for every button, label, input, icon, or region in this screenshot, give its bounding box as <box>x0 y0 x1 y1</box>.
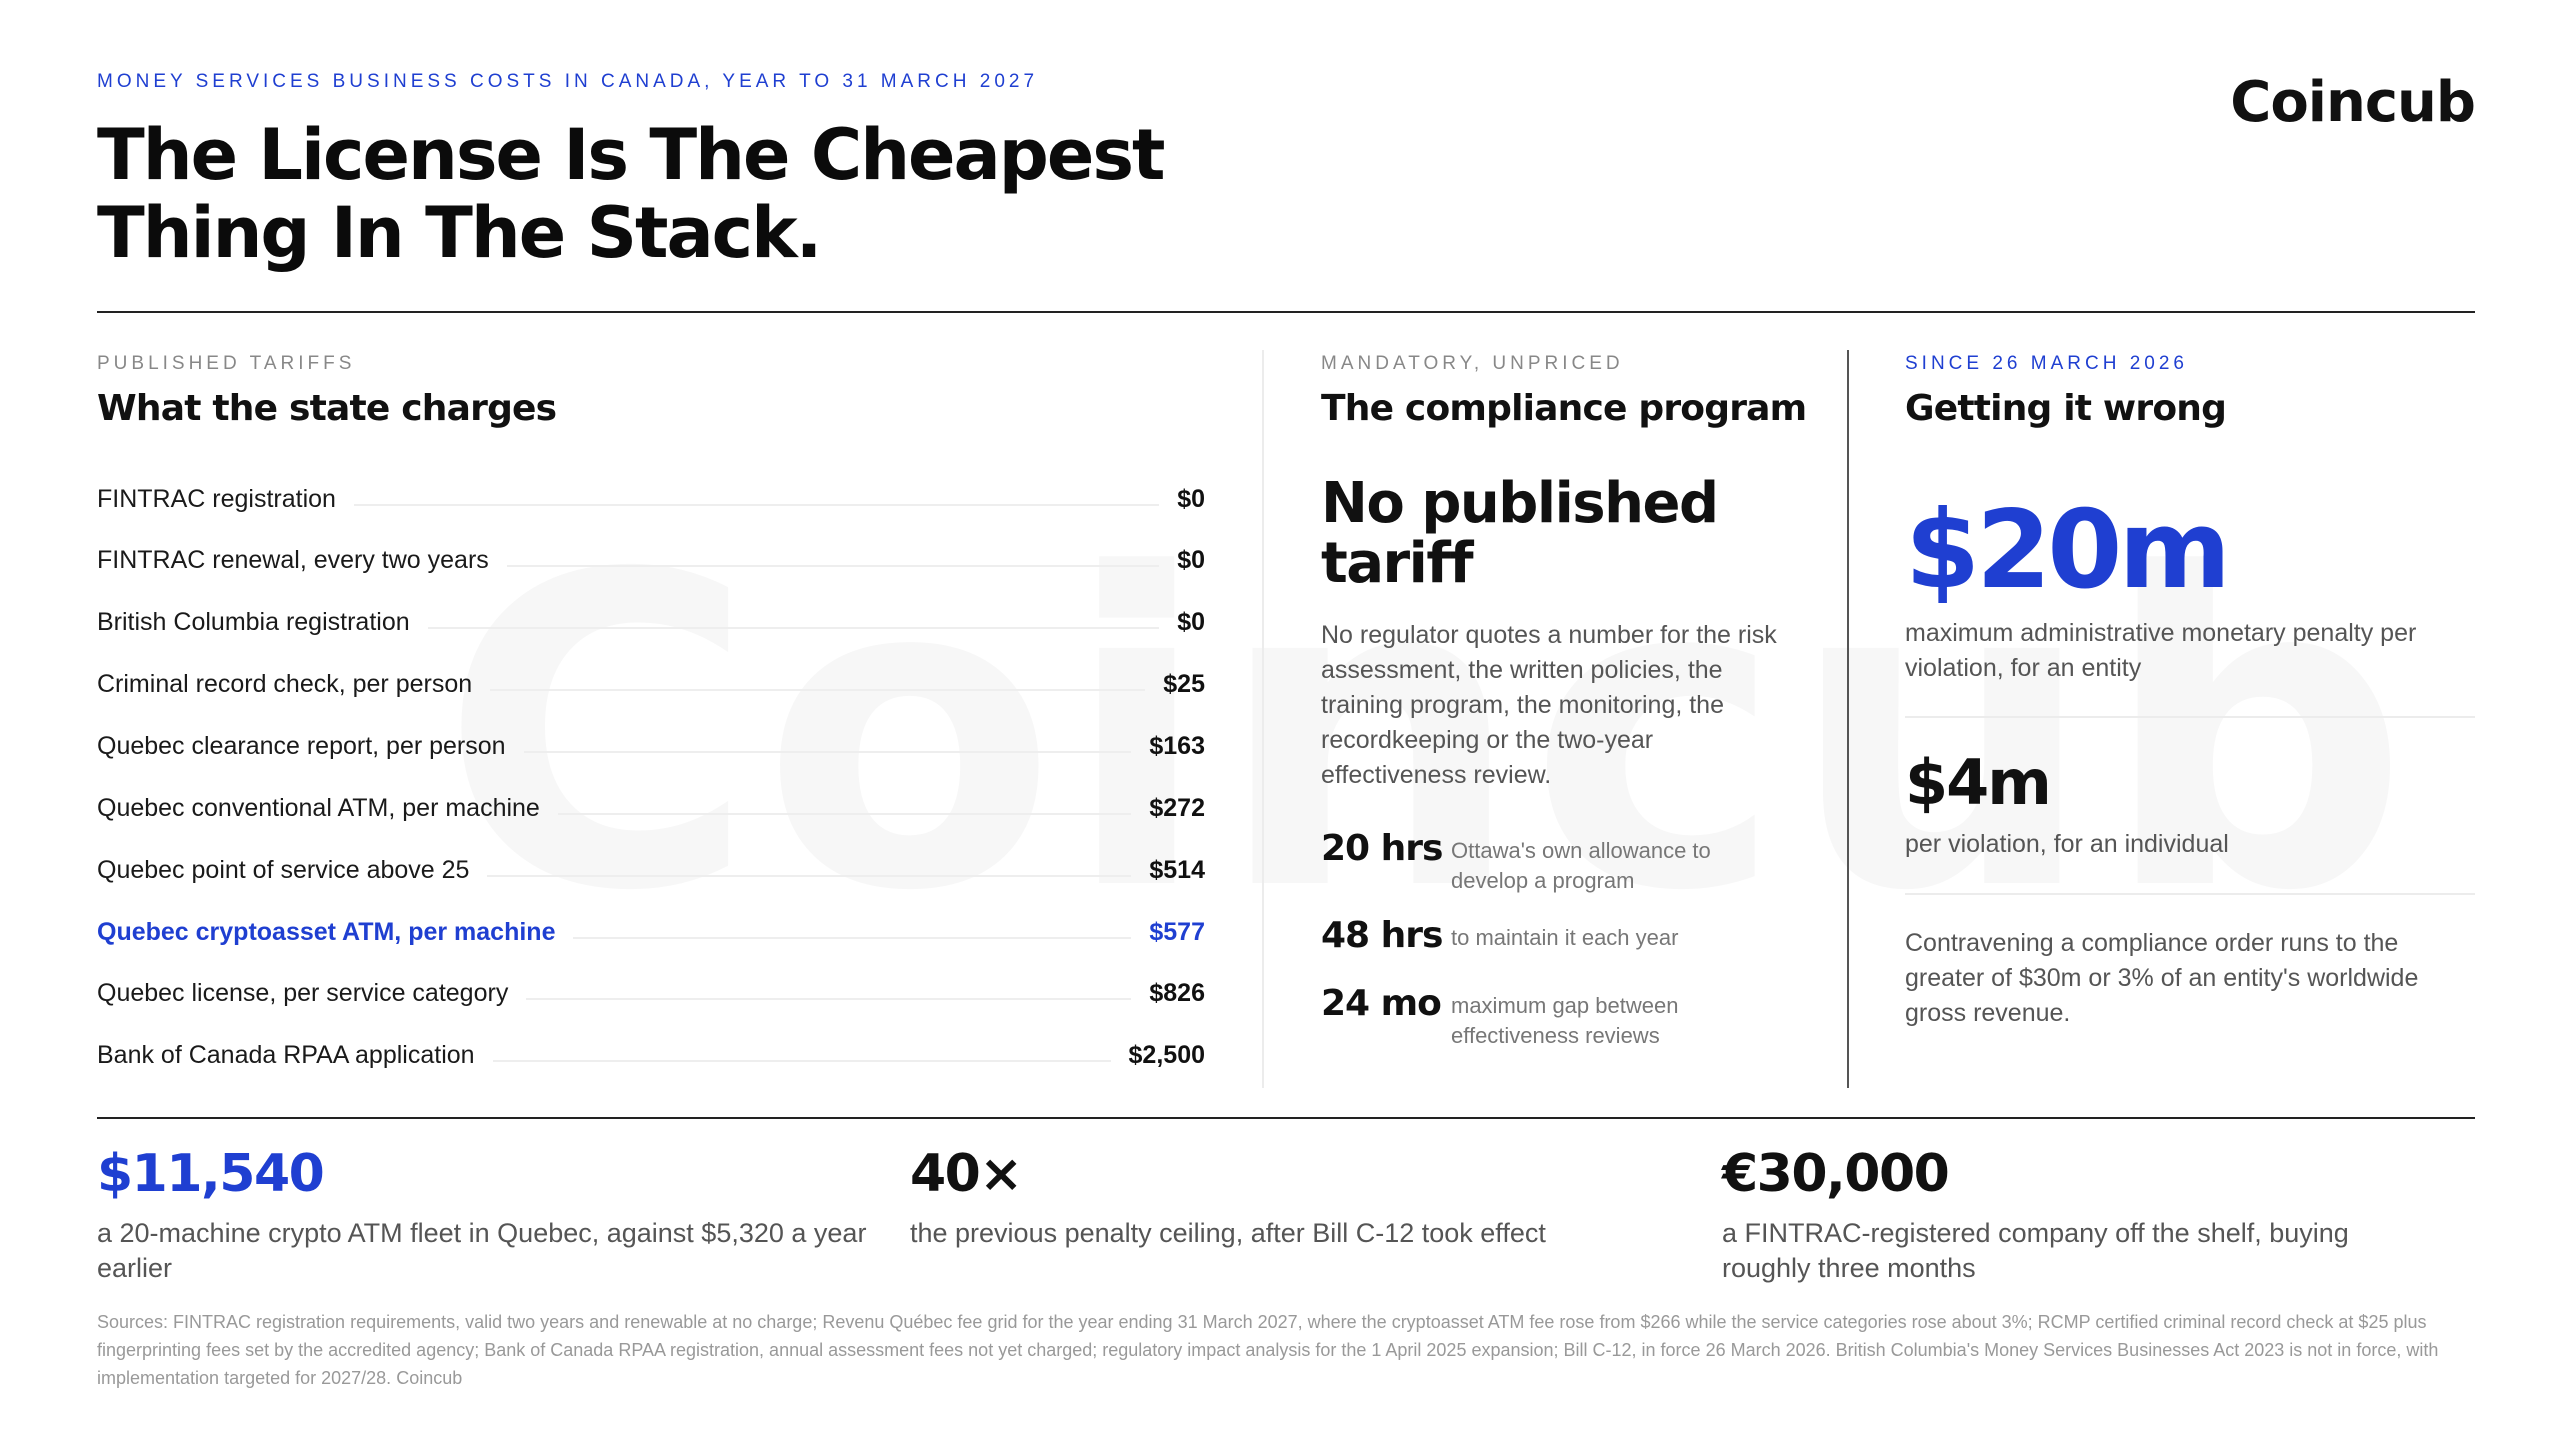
tariff-row: British Columbia registration $0 <box>97 597 1205 637</box>
compliance-eyebrow: MANDATORY, UNPRICED <box>1321 353 1624 374</box>
leader-line <box>557 813 1132 815</box>
bottom-stat-text: a 20-machine crypto ATM fleet in Quebec,… <box>97 1218 867 1283</box>
bottom-stat-value: $11,540 <box>97 1144 325 1204</box>
tariff-label: FINTRAC registration <box>97 485 336 513</box>
bottom-stat-value: 40× <box>910 1144 1023 1204</box>
individual-penalty-value: $4m <box>1905 746 2052 819</box>
tariff-label: Quebec license, per service category <box>97 979 509 1007</box>
stat-value: 20 hrs <box>1321 828 1443 869</box>
individual-penalty-text: per violation, for an individual <box>1905 830 2229 858</box>
tariff-label: British Columbia registration <box>97 608 410 636</box>
compliance-stat: 20 hrs Ottawa's own allowance to develop… <box>1321 828 1781 896</box>
tariff-label: Quebec clearance report, per person <box>97 732 506 760</box>
column-divider-2 <box>1847 350 1849 1088</box>
stat-text: Ottawa's own allowance to develop a prog… <box>1451 838 1711 893</box>
tariff-row: Criminal record check, per person $25 <box>97 659 1205 699</box>
compliance-order-text: Contravening a compliance order runs to … <box>1905 929 2419 1027</box>
tariff-value: $0 <box>1177 485 1205 513</box>
tariff-label: Quebec cryptoasset ATM, per machine <box>97 918 556 946</box>
tariff-label: Quebec point of service above 25 <box>97 856 470 884</box>
tariff-value: $826 <box>1149 979 1205 1007</box>
coincub-logo: Coincub <box>2230 70 2476 135</box>
penalties-divider-1 <box>1905 716 2475 718</box>
tariff-value: $577 <box>1149 918 1205 946</box>
no-tariff-headline: No published tariff <box>1321 471 1719 596</box>
leader-line <box>487 875 1132 877</box>
tariffs-heading: What the state charges <box>97 388 557 429</box>
penalties-divider-2 <box>1905 893 2475 895</box>
bottom-stat: 40× the previous penalty ceiling, after … <box>910 1148 1670 1251</box>
no-tariff-line-2: tariff <box>1321 531 1474 596</box>
leader-line <box>573 937 1132 939</box>
leader-line <box>492 1060 1111 1062</box>
stat-value: 24 mo <box>1321 983 1442 1024</box>
compliance-paragraph: No regulator quotes a number for the ris… <box>1321 621 1777 789</box>
tariff-label: Quebec conventional ATM, per machine <box>97 794 540 822</box>
title-line-2: Thing In The Stack. <box>97 192 822 274</box>
bottom-stat-text: the previous penalty ceiling, after Bill… <box>910 1218 1546 1248</box>
sources-footnote: Sources: FINTRAC registration requiremen… <box>97 1312 2439 1388</box>
tariff-label: Criminal record check, per person <box>97 670 473 698</box>
bottom-stat: €30,000 a FINTRAC-registered company off… <box>1722 1148 2442 1286</box>
tariff-value: $0 <box>1177 546 1205 574</box>
tariff-row: Quebec clearance report, per person $163 <box>97 721 1205 761</box>
penalties-heading: Getting it wrong <box>1905 388 2227 429</box>
stat-text: to maintain it each year <box>1451 925 1679 950</box>
bottom-divider <box>97 1117 2475 1119</box>
header-eyebrow: MONEY SERVICES BUSINESS COSTS IN CANADA,… <box>97 71 1039 92</box>
no-tariff-line-1: No published <box>1321 471 1719 536</box>
tariff-value: $0 <box>1177 608 1205 636</box>
leader-line <box>526 998 1132 1000</box>
tariff-value: $2,500 <box>1128 1041 1205 1069</box>
tariff-row: Quebec point of service above 25 $514 <box>97 845 1205 885</box>
tariff-row-highlighted: Quebec cryptoasset ATM, per machine $577 <box>97 907 1205 947</box>
tariff-row: Bank of Canada RPAA application $2,500 <box>97 1030 1205 1070</box>
header-divider <box>97 311 2475 313</box>
tariff-row: Quebec license, per service category $826 <box>97 968 1205 1008</box>
tariff-row: FINTRAC registration $0 <box>97 474 1205 514</box>
stat-value: 48 hrs <box>1321 915 1443 956</box>
leader-line <box>506 565 1160 567</box>
tariff-value: $272 <box>1149 794 1205 822</box>
tariff-label: Bank of Canada RPAA application <box>97 1041 475 1069</box>
coincub-watermark: Coincub <box>440 485 2416 985</box>
tariff-value: $163 <box>1149 732 1205 760</box>
tariff-value: $514 <box>1149 856 1205 884</box>
compliance-stat: 48 hrs to maintain it each year <box>1321 915 1781 956</box>
entity-penalty-text: maximum administrative monetary penalty … <box>1905 619 2417 682</box>
page-title: The License Is The Cheapest Thing In The… <box>97 114 1165 274</box>
leader-line <box>490 689 1146 691</box>
tariff-value: $25 <box>1163 670 1205 698</box>
entity-penalty-value: $20m <box>1905 488 2231 613</box>
penalties-eyebrow: SINCE 26 MARCH 2026 <box>1905 353 2188 374</box>
tariffs-eyebrow: PUBLISHED TARIFFS <box>97 353 356 374</box>
leader-line <box>353 504 1160 506</box>
bottom-stat-value: €30,000 <box>1722 1144 1950 1204</box>
tariff-row: Quebec conventional ATM, per machine $272 <box>97 783 1205 823</box>
tariff-row: FINTRAC renewal, every two years $0 <box>97 535 1205 575</box>
title-line-1: The License Is The Cheapest <box>97 114 1165 196</box>
leader-line <box>427 627 1160 629</box>
tariff-label: FINTRAC renewal, every two years <box>97 546 489 574</box>
bottom-stat-text: a FINTRAC-registered company off the she… <box>1722 1218 2349 1283</box>
compliance-stat: 24 mo maximum gap between effectiveness … <box>1321 983 1781 1051</box>
compliance-heading: The compliance program <box>1321 388 1807 429</box>
leader-line <box>523 751 1132 753</box>
stat-text: maximum gap between effectiveness review… <box>1451 993 1679 1048</box>
bottom-stat: $11,540 a 20-machine crypto ATM fleet in… <box>97 1148 877 1286</box>
column-divider-1 <box>1262 350 1264 1088</box>
